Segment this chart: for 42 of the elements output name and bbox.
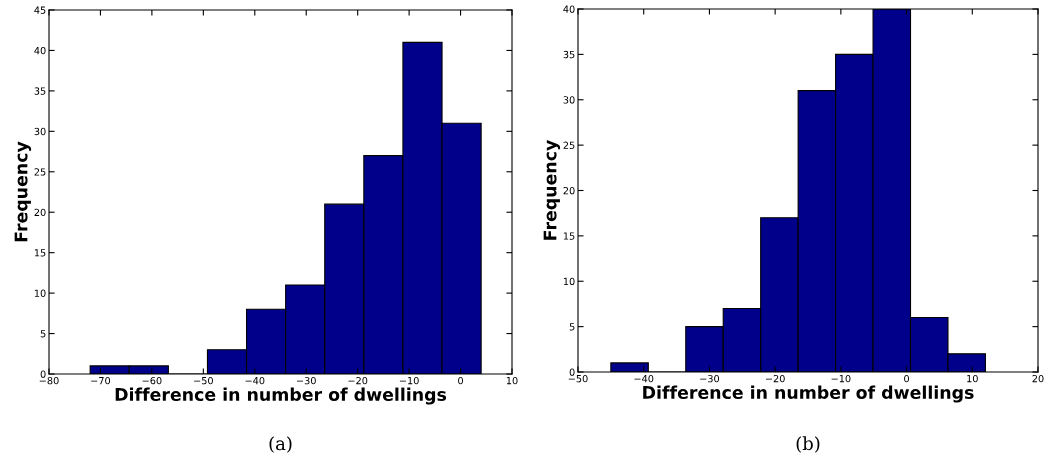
y-tick-label: 15	[34, 249, 46, 257]
x-tick-label: −40	[245, 376, 265, 385]
y-axis-title: Frequency	[543, 140, 561, 240]
x-tick-label: −20	[348, 376, 368, 385]
x-tick-label: 0	[458, 376, 463, 385]
x-tick-label: 10	[506, 376, 518, 385]
x-tick-label: −70	[91, 376, 111, 385]
x-tick-label: −50	[568, 374, 588, 383]
x-tick-label: −20	[765, 374, 785, 383]
y-tick-label: 0	[569, 368, 575, 376]
y-tick-label: 25	[563, 141, 575, 149]
x-tick-label: −60	[142, 376, 162, 385]
text: (a)	[269, 436, 292, 453]
y-tick-label: 20	[563, 186, 575, 195]
x-tick-label: 20	[1032, 374, 1044, 383]
text: (b)	[796, 436, 820, 453]
x-tick-label: −80	[39, 376, 59, 385]
x-tick-label: 10	[967, 374, 978, 383]
y-tick-label: 10	[34, 289, 46, 297]
y-tick-label: 35	[563, 50, 575, 59]
x-tick-label: −10	[831, 374, 851, 383]
y-axis-title: Frequency	[14, 141, 32, 242]
y-tick-label: 30	[34, 127, 46, 136]
y-tick-label: 5	[40, 330, 46, 338]
x-tick-label: −50	[194, 376, 213, 385]
y-tick-label: 25	[34, 168, 46, 176]
x-tick-label: −40	[634, 374, 654, 383]
x-axis-title: Difference in number of dwellings	[115, 387, 447, 405]
x-tick-label: −30	[700, 374, 720, 383]
x-tick-label: 0	[904, 374, 910, 383]
y-tick-label: 45	[34, 6, 46, 14]
x-tick-label: −10	[399, 376, 419, 385]
x-axis-title: Difference in number of dwellings	[643, 385, 974, 403]
y-tick-label: 35	[34, 87, 46, 95]
y-tick-label: 15	[563, 232, 575, 240]
y-tick-label: 20	[34, 208, 46, 217]
x-tick-label: −30	[296, 376, 316, 385]
y-tick-label: 40	[563, 5, 575, 13]
y-tick-label: 40	[34, 46, 46, 55]
y-tick-label: 30	[563, 96, 575, 104]
y-tick-label: 5	[569, 323, 575, 331]
y-tick-label: 10	[563, 277, 575, 286]
